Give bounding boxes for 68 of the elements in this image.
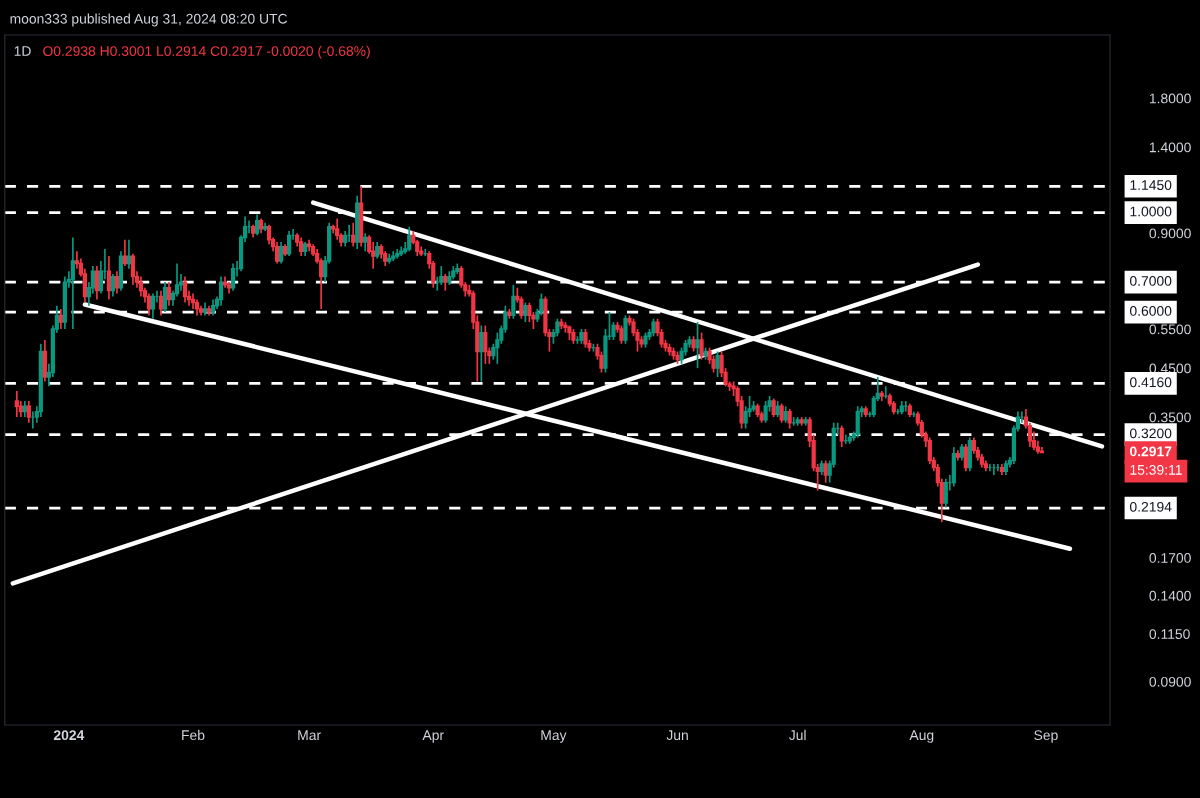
candlestick [150,292,156,320]
x-tick-label: Apr [422,730,444,743]
candlestick [583,328,588,349]
candlestick [146,292,152,317]
x-tick-label: Aug [909,730,934,743]
x-tick-label: Mar [298,730,321,741]
candlestick [511,284,516,320]
candlestick [527,301,532,323]
candlestick [823,459,828,484]
x-tick-label: 2024 [53,730,85,741]
candlestick [771,397,776,418]
candlestick [699,331,704,361]
ref-line-label: 1.0000 [1130,206,1172,217]
candlestick [787,408,792,430]
candlestick [763,400,768,424]
candlestick [523,301,528,323]
ref-line-label: 0.2194 [1129,501,1172,512]
y-tick-label: 0.0900 [1149,676,1191,687]
candlestick [779,402,784,424]
candlestick [274,241,280,265]
candlestick [130,252,136,286]
candlestick [715,350,720,378]
candlestick [363,232,368,253]
candlestick [495,331,500,365]
candlestick [58,308,63,330]
candlestick [619,324,624,345]
y-tick-label: 0.1400 [1149,590,1191,601]
ref-line-label: 1.1450 [1130,180,1172,191]
candlestick [623,314,628,345]
y-tick-label: 0.9000 [1149,228,1191,239]
candlestick [407,225,412,253]
y-tick-label: 1.8000 [1149,93,1191,104]
text: 1D [14,46,31,56]
ref-line-label: 0.4160 [1129,377,1172,388]
candlestick [230,262,236,292]
candlestick [943,477,948,509]
y-tick-label: 0.1150 [1149,629,1190,639]
candlestick [162,281,168,313]
text: moon333 published Aug 31, 2024 08:20 UTC [10,13,288,27]
text: 0.2917 [1129,446,1172,457]
candlestick [695,321,700,369]
ref-line-label: 0.6000 [1129,306,1172,316]
candlestick [114,270,120,295]
text: 15:39:11 [1130,464,1182,475]
y-tick-label: 0.1700 [1149,553,1191,563]
candlestick [479,324,484,383]
candlestick [855,405,860,439]
x-tick-label: Feb [182,729,205,741]
candlestick [287,230,292,257]
candlestick [70,236,75,330]
candlestick [122,238,128,267]
candlestick [94,265,99,301]
candlestick [14,390,19,418]
candlestick [351,221,356,248]
x-tick-label: Jul [789,729,806,741]
text: O0.2938 H0.3001 L0.2914 C0.2917 -0.0020 (-0.68%) [43,45,370,59]
y-tick-label: 0.5500 [1149,324,1191,335]
candlestick [483,324,488,365]
candlestick [158,289,164,317]
y-tick-label: 0.3500 [1149,412,1191,423]
y-tick-label: 1.4000 [1149,142,1191,153]
ref-line-label: 0.3200 [1129,428,1172,439]
candlestick [839,424,844,448]
ref-line-label: 0.7000 [1129,276,1172,286]
candlestick [110,273,116,298]
x-tick-label: May [541,730,567,743]
x-tick-label: Sep [1034,730,1058,743]
x-tick-label: Jun [666,730,688,741]
